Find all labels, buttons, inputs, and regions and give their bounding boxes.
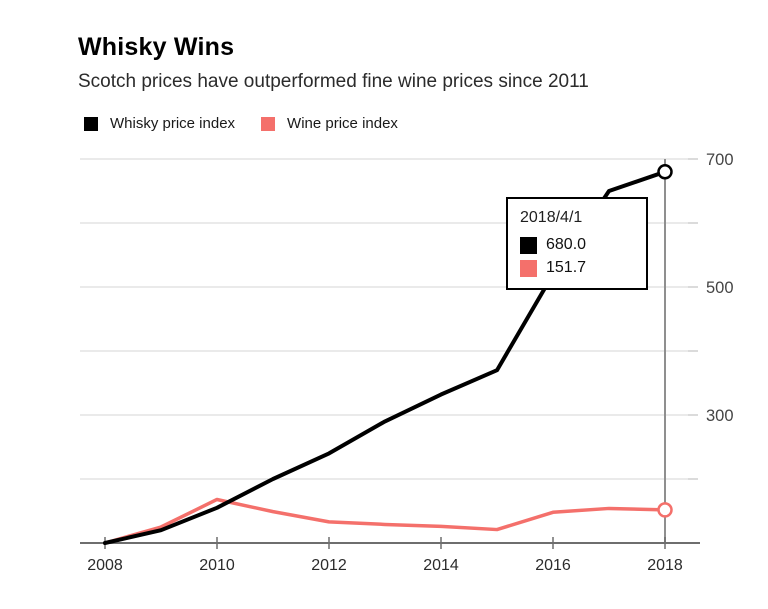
legend-item-wine[interactable]: Wine price index [261, 115, 398, 132]
x-tick-label-2018: 2018 [647, 557, 683, 574]
x-tick-label-2008: 2008 [87, 557, 123, 574]
x-tick-label-2016: 2016 [535, 557, 571, 574]
legend-label-whisky: Whisky price index [110, 115, 236, 132]
x-tick-label-2010: 2010 [199, 557, 235, 574]
legend-item-whisky[interactable]: Whisky price index [84, 115, 235, 132]
page-title: Whisky Wins [78, 33, 235, 61]
chart-subtitle: Scotch prices have outperformed fine win… [78, 71, 589, 92]
tooltip-value-whisky: 680.0 [546, 236, 587, 253]
legend-label-wine: Wine price index [287, 115, 398, 132]
whisky-legend-swatch-icon [84, 116, 98, 131]
wine-legend-swatch-icon [261, 116, 276, 131]
wine-line-series[interactable] [103, 497, 667, 545]
x-tick-label-2012: 2012 [311, 557, 347, 574]
whisky-tooltip-swatch-icon [520, 236, 537, 254]
tooltip-value-wine: 151.7 [546, 259, 587, 276]
x-tick-label-2014: 2014 [423, 557, 459, 574]
tooltip-date: 2018/4/1 [520, 209, 583, 226]
y-tick-label-300: 300 [706, 407, 734, 425]
tooltip-row-wine: 151.7 [520, 259, 634, 277]
wine-tooltip-swatch-icon [520, 259, 537, 277]
y-tick-label-700: 700 [706, 151, 734, 169]
wine-endpoint-marker[interactable] [657, 502, 673, 518]
chart-legend: Whisky price index Wine price index [84, 115, 398, 132]
tooltip-row-whisky: 680.0 [520, 236, 634, 254]
chart-tooltip: 2018/4/1 680.0 151.7 [506, 197, 648, 290]
y-tick-label-500: 500 [706, 279, 734, 297]
whisky-endpoint-marker[interactable] [657, 164, 673, 180]
